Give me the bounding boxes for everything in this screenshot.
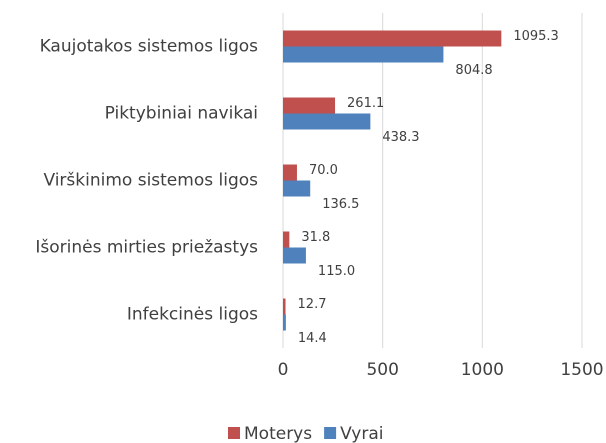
x-tick-label: 1500 bbox=[560, 360, 603, 380]
y-tick-label: Virškinimo sistemos ligos bbox=[43, 171, 258, 191]
bar bbox=[283, 247, 306, 264]
y-tick-label: Piktybiniai navikai bbox=[105, 104, 258, 124]
data-label: 136.5 bbox=[322, 197, 359, 212]
bar bbox=[283, 298, 286, 315]
bar bbox=[283, 180, 311, 197]
x-tick-label: 1000 bbox=[461, 360, 504, 380]
bar bbox=[283, 46, 444, 63]
bar bbox=[283, 97, 336, 114]
bar bbox=[283, 113, 371, 130]
data-label: 261.1 bbox=[347, 96, 384, 111]
bar bbox=[283, 164, 297, 181]
bar bbox=[283, 30, 502, 47]
y-tick-label: Kaujotakos sistemos ligos bbox=[40, 37, 259, 57]
y-tick-label: Išorinės mirties priežastys bbox=[35, 238, 258, 258]
bar bbox=[283, 314, 286, 331]
data-label: 14.4 bbox=[298, 331, 327, 346]
x-tick-label: 500 bbox=[366, 360, 398, 380]
legend-swatch bbox=[324, 427, 337, 439]
data-label: 438.3 bbox=[382, 130, 419, 145]
legend-label: Vyrai bbox=[340, 424, 383, 443]
legend-label: Moterys bbox=[244, 424, 312, 443]
x-tick-label: 0 bbox=[278, 360, 289, 380]
data-label: 1095.3 bbox=[513, 29, 559, 44]
y-tick-label: Infekcinės ligos bbox=[127, 305, 258, 325]
data-label: 31.8 bbox=[301, 230, 330, 245]
data-label: 804.8 bbox=[455, 63, 492, 78]
data-label: 70.0 bbox=[309, 163, 338, 178]
legend-swatch bbox=[228, 427, 240, 439]
data-label: 12.7 bbox=[298, 297, 327, 312]
data-label: 115.0 bbox=[318, 264, 355, 279]
bar bbox=[283, 231, 290, 248]
